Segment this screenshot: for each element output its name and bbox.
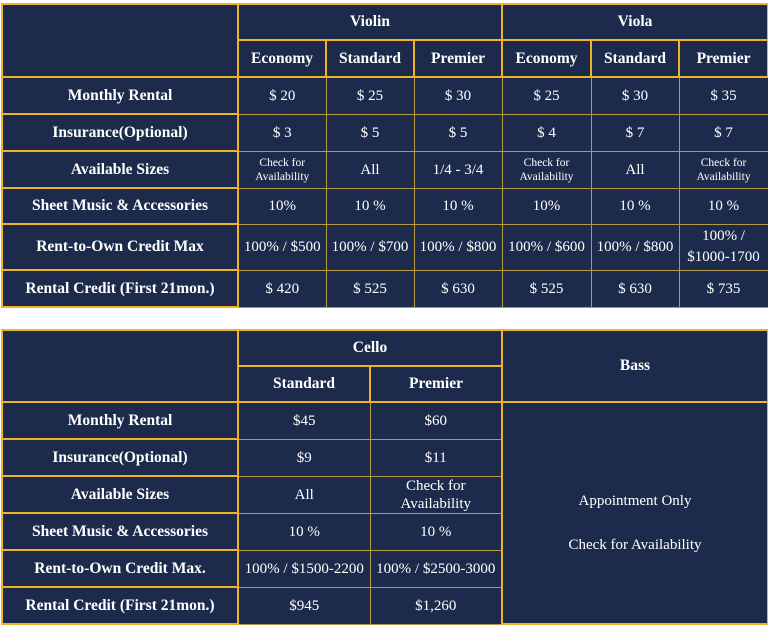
price-cell: All	[325, 150, 415, 189]
table-row-available-sizes: Available Sizes Check for Availability All…	[1, 150, 768, 189]
price-cell: $11	[369, 438, 503, 477]
table-row-rent-to-own-credit-max: Rent-to-Own Credit Max 100% / $500 100% / …	[1, 223, 768, 271]
row-label: Insurance(Optional)	[1, 438, 239, 477]
price-cell: $945	[237, 586, 371, 625]
table-row-insurance-optional: Insurance(Optional) $9 $11	[1, 438, 768, 477]
price-cell: $45	[237, 401, 371, 440]
row-label: Rental Credit (First 21mon.)	[1, 269, 239, 308]
price-cell: All	[590, 150, 680, 189]
tier-header: Premier	[678, 39, 768, 78]
price-cell: 10 %	[325, 187, 415, 225]
group-header-cello: Cello	[237, 329, 503, 367]
tier-header: Economy	[501, 39, 593, 78]
group-header-violin: Violin	[236, 3, 504, 41]
cello-bass-pricing-table: Cello Bass Standard Premier Monthly Renta…	[1, 329, 768, 625]
price-cell: 100% / $700	[325, 223, 415, 271]
table-row-monthly-rental: Monthly Rental $45 $60 Appointment Only Chec…	[1, 401, 768, 625]
price-cell: Check for Availability	[501, 150, 592, 189]
price-cell: $1,260	[369, 586, 503, 625]
table-row-sheet-music-accessories: Sheet Music & Accessories 10% 10 % 10 % 10% 1…	[1, 187, 768, 225]
price-cell: 10%	[237, 187, 327, 225]
price-cell: $ 735	[678, 269, 768, 308]
price-cell: $9	[237, 438, 371, 477]
table-row-rent-to-own-credit-max: Rent-to-Own Credit Max. 100% / $1500-2200…	[1, 549, 768, 588]
price-cell: $ 30	[413, 76, 503, 115]
price-cell: $ 525	[501, 269, 592, 308]
price-cell: $ 30	[590, 76, 680, 115]
table-row-rental-credit-first-21mon: Rental Credit (First 21mon.) $ 420 $ 525 $ …	[1, 269, 768, 308]
price-cell: 1/4 - 3/4	[413, 150, 503, 189]
violin-viola-pricing-table: Violin Viola Economy Standard Premier Econo…	[1, 3, 768, 308]
price-cell: $ 25	[501, 76, 592, 115]
tier-header: Standard	[590, 39, 681, 78]
price-cell: 100% / $2500-3000	[369, 549, 503, 588]
price-cell: $ 5	[325, 113, 415, 152]
price-cell: 100% / $500	[237, 223, 327, 271]
price-cell: Check for Availability	[369, 475, 503, 514]
price-cell: Check for Availability	[237, 150, 327, 189]
row-label: Rent-to-Own Credit Max.	[1, 549, 239, 588]
price-cell: All	[237, 475, 371, 514]
price-cell: 10 %	[678, 187, 768, 225]
price-cell: $ 4	[501, 113, 592, 152]
price-cell: Check for Availability	[678, 150, 768, 189]
row-label: Insurance(Optional)	[1, 113, 239, 152]
price-cell: 100% / $800	[590, 223, 680, 271]
row-label: Monthly Rental	[1, 76, 239, 115]
price-cell: $ 3	[237, 113, 327, 152]
price-cell: 100% / $800	[413, 223, 503, 271]
price-cell: $ 35	[678, 76, 768, 115]
tier-header: Premier	[369, 365, 503, 403]
row-label: Available Sizes	[1, 150, 239, 189]
price-cell: $60	[369, 401, 503, 440]
table-row-available-sizes: Available Sizes All Check for Availability	[1, 475, 768, 514]
row-label: Sheet Music & Accessories	[1, 512, 239, 551]
price-cell: 100% / $600	[501, 223, 592, 271]
price-cell: 100% / $1500-2200	[237, 549, 371, 588]
price-cell: $ 7	[590, 113, 680, 152]
bass-availability-note: Check for Availability	[568, 537, 702, 553]
price-cell: $ 5	[413, 113, 503, 152]
corner-cell	[1, 329, 239, 403]
tier-header: Standard	[325, 39, 415, 78]
price-cell: 100% / $1000-1700	[678, 223, 768, 271]
price-cell: $ 20	[237, 76, 327, 115]
price-cell: $ 525	[325, 269, 415, 308]
row-label: Available Sizes	[1, 475, 239, 514]
price-cell: $ 630	[590, 269, 680, 308]
group-header-bass: Bass	[501, 329, 768, 403]
row-label: Rental Credit (First 21mon.)	[1, 586, 239, 625]
table-row-insurance-optional: Insurance(Optional) $ 3 $ 5 $ 5 $ 4 $ 7 $ 7	[1, 113, 768, 152]
group-header-viola: Viola	[501, 3, 768, 41]
row-label: Sheet Music & Accessories	[1, 187, 239, 225]
price-cell: 10 %	[590, 187, 680, 225]
tier-header: Economy	[237, 39, 327, 78]
price-cell: 10 %	[237, 512, 371, 551]
price-cell: $ 420	[237, 269, 327, 308]
bass-appointment-note: Appointment Only	[578, 493, 692, 509]
price-cell: $ 7	[678, 113, 768, 152]
price-cell: 10 %	[413, 187, 503, 225]
tier-header: Standard	[237, 365, 371, 403]
price-cell: $ 630	[413, 269, 503, 308]
tier-header: Premier	[412, 39, 504, 78]
row-label: Rent-to-Own Credit Max	[1, 223, 239, 271]
row-label: Monthly Rental	[1, 401, 239, 440]
price-cell: $ 25	[325, 76, 415, 115]
table-row-monthly-rental: Monthly Rental $ 20 $ 25 $ 30 $ 25 $ 30 $ 35	[1, 76, 768, 115]
price-cell: 10%	[501, 187, 592, 225]
price-cell: 10 %	[369, 512, 503, 551]
corner-cell	[1, 3, 239, 78]
bass-note-cell: Appointment Only Check for Availability	[501, 401, 768, 625]
